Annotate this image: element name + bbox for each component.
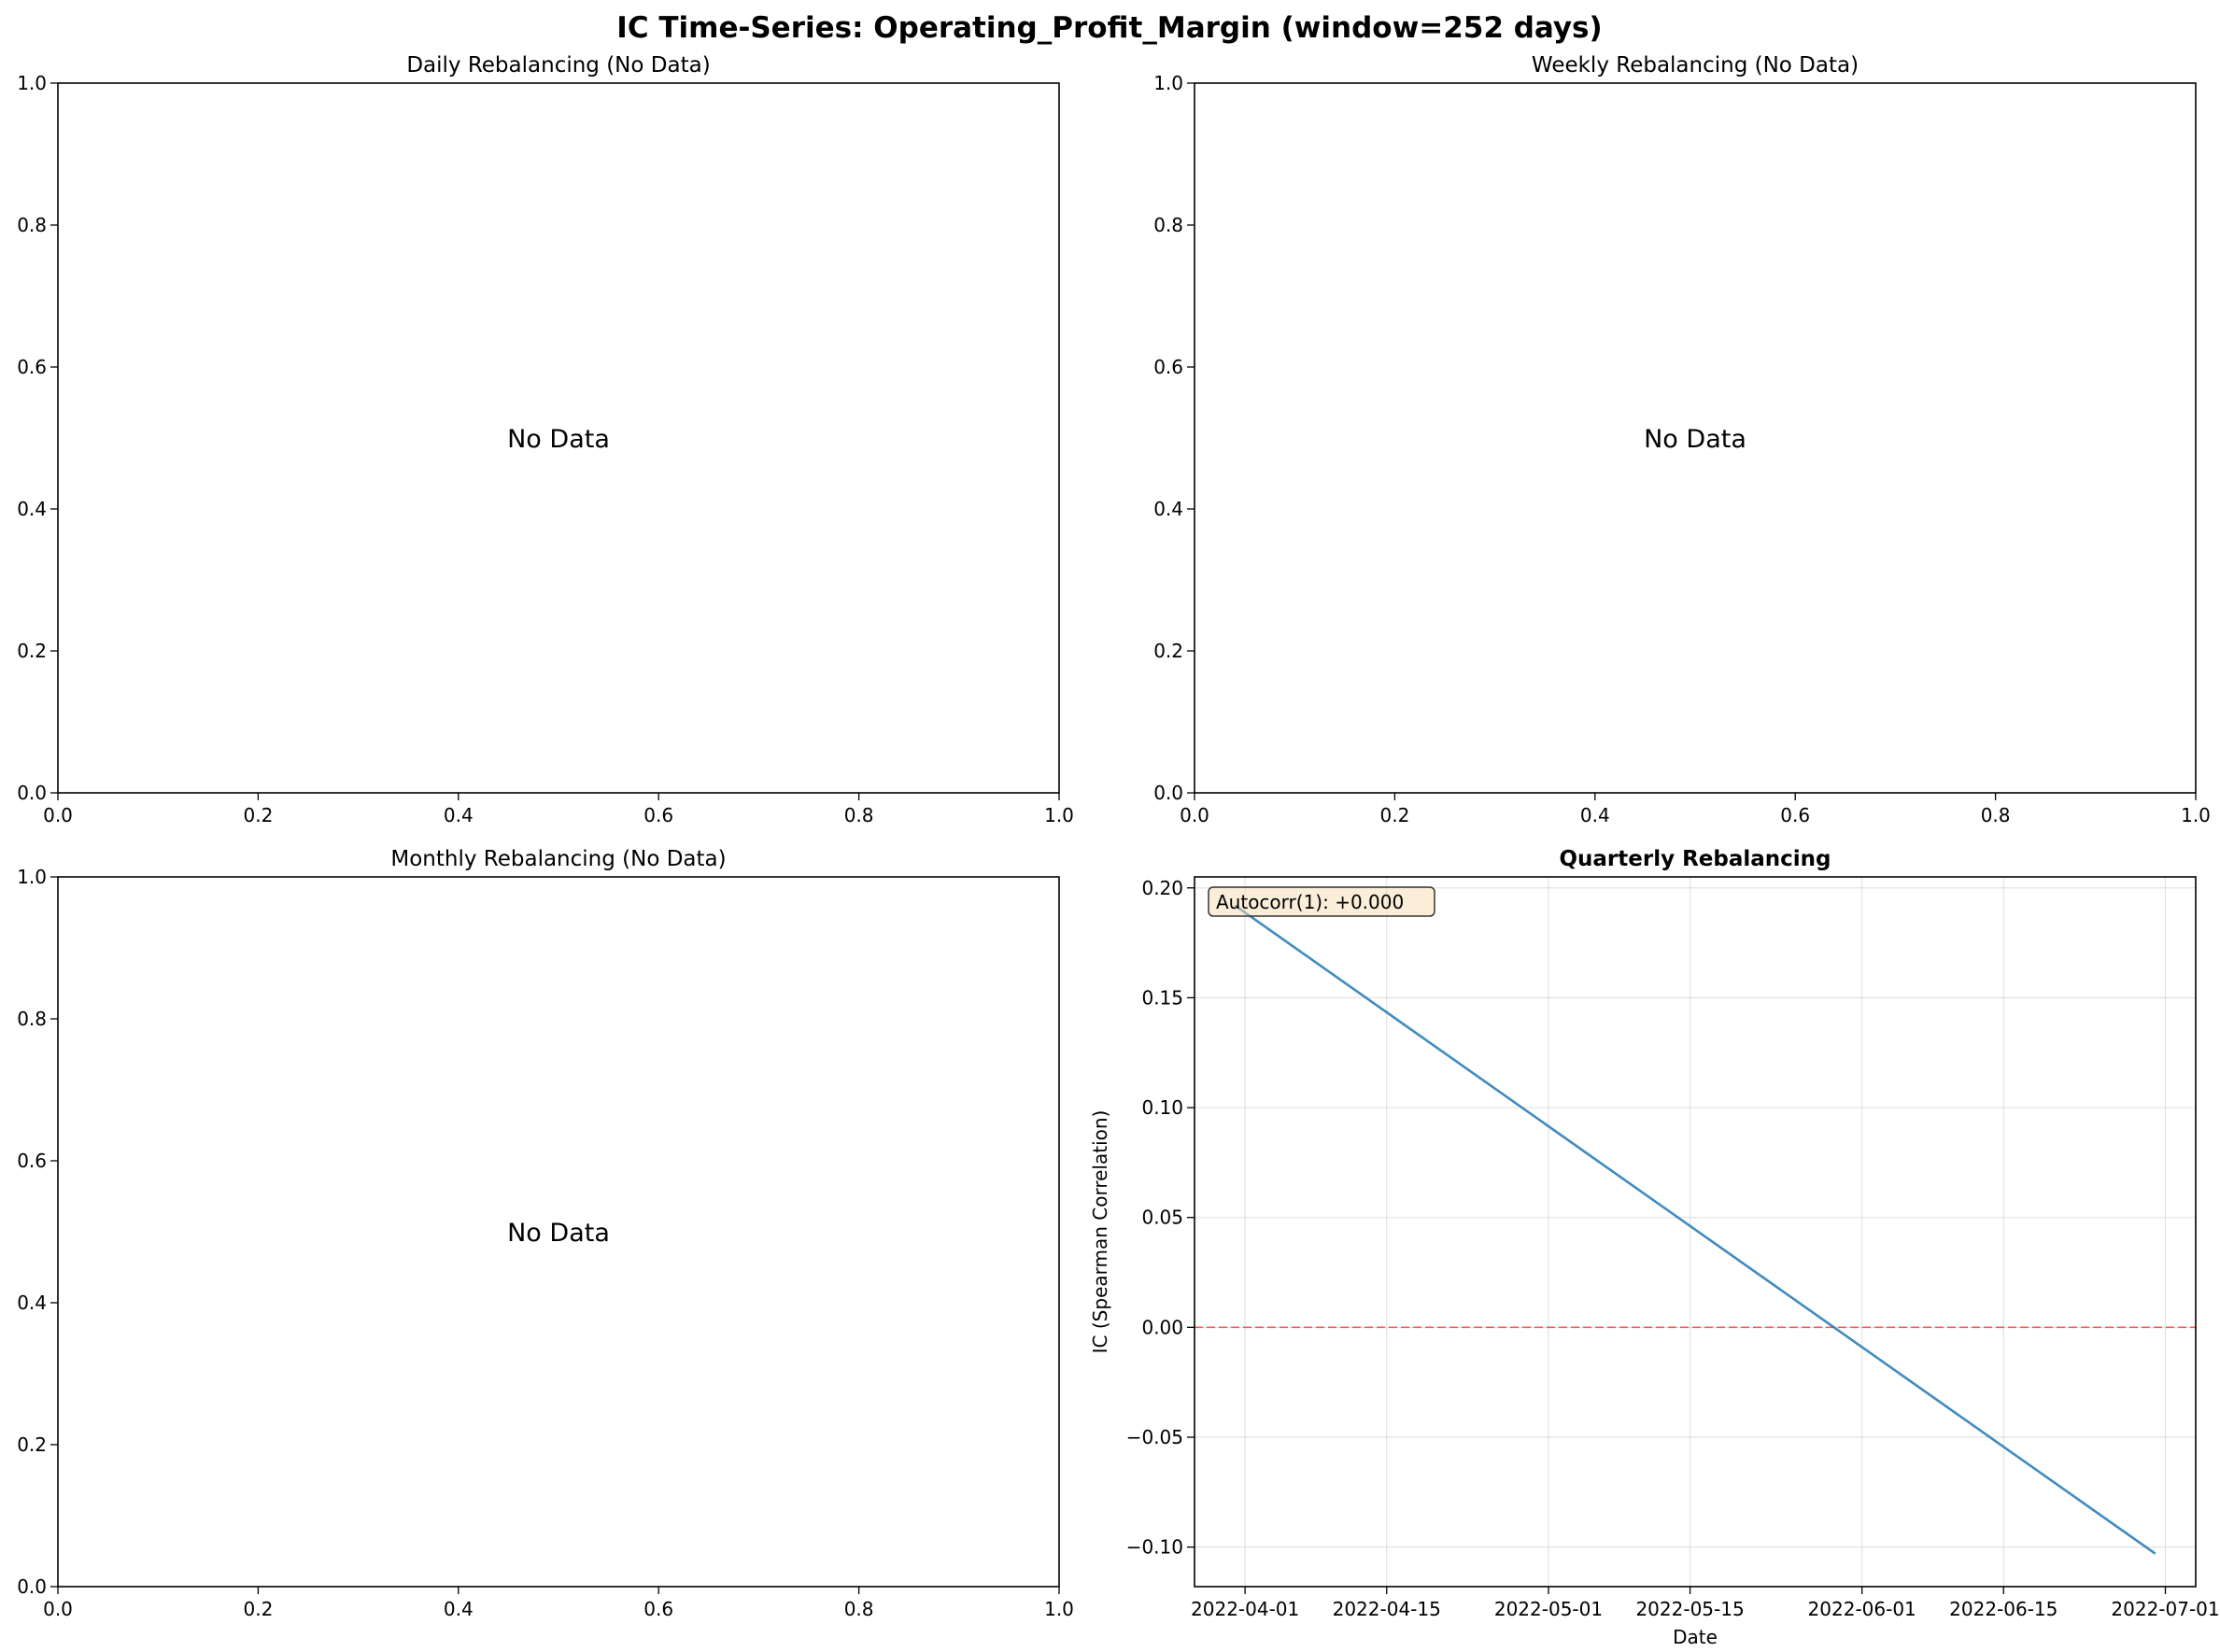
weekly-x-tick-label: 1.0 (2181, 804, 2211, 826)
weekly-x-tick-label: 0.2 (1379, 804, 1409, 826)
monthly-y-tick-label: 0.2 (17, 1433, 47, 1456)
quarterly-y-tick-label: 0.20 (1141, 877, 1183, 899)
daily-x-tick-label: 1.0 (1044, 804, 1074, 826)
daily-y-tick-label: 1.0 (17, 72, 47, 94)
daily-no-data-label: No Data (507, 425, 610, 454)
monthly-panel-title: Monthly Rebalancing (No Data) (390, 847, 726, 871)
weekly-y-tick-label: 0.4 (1153, 498, 1183, 520)
monthly-x-tick-label: 0.4 (444, 1598, 474, 1620)
quarterly-y-tick-label: 0.15 (1141, 986, 1183, 1009)
daily-x-tick-label: 0.0 (43, 804, 73, 826)
quarterly-y-tick-label: 0.00 (1141, 1316, 1183, 1338)
weekly-y-tick-label: 1.0 (1153, 72, 1183, 94)
quarterly-y-tick-label: 0.05 (1141, 1207, 1183, 1229)
quarterly-x-axis-label: Date (1673, 1626, 1718, 1648)
quarterly-x-tick-label: 2022-04-15 (1333, 1598, 1441, 1620)
monthly-no-data-label: No Data (507, 1219, 610, 1248)
daily-y-tick-label: 0.8 (17, 214, 47, 236)
autocorr-annotation: Autocorr(1): +0.000 (1216, 891, 1404, 913)
weekly-panel: Weekly Rebalancing (No Data) No Data 0.0… (1153, 53, 2211, 826)
weekly-x-tick-label: 0.8 (1981, 804, 2011, 826)
daily-y-tick-label: 0.2 (17, 640, 47, 662)
monthly-x-tick-label: 1.0 (1044, 1598, 1074, 1620)
quarterly-x-tick-label: 2022-06-15 (1949, 1598, 2057, 1620)
quarterly-x-tick-label: 2022-06-01 (1808, 1598, 1916, 1620)
quarterly-panel-title: Quarterly Rebalancing (1559, 847, 1831, 871)
weekly-y-tick-label: 0.8 (1153, 214, 1183, 236)
quarterly-x-tick-label: 2022-05-15 (1635, 1598, 1744, 1620)
quarterly-y-axis-label: IC (Spearman Correlation) (1089, 1110, 1111, 1354)
weekly-y-tick-label: 0.2 (1153, 640, 1183, 662)
monthly-y-tick-label: 0.4 (17, 1292, 47, 1314)
quarterly-ic-series-line (1234, 904, 2156, 1555)
weekly-x-tick-label: 0.0 (1180, 804, 1209, 826)
quarterly-plot-frame (1194, 876, 2197, 1588)
figure-title: IC Time-Series: Operating_Profit_Margin … (616, 11, 1602, 45)
quarterly-x-tick-label: 2022-07-01 (2111, 1598, 2219, 1620)
quarterly-x-tick-label: 2022-05-01 (1494, 1598, 1603, 1620)
monthly-y-tick-label: 1.0 (17, 866, 47, 888)
monthly-plot-frame (57, 876, 1060, 1588)
daily-x-tick-label: 0.6 (643, 804, 673, 826)
daily-plot-frame (57, 82, 1060, 794)
weekly-no-data-label: No Data (1644, 425, 1746, 454)
daily-x-tick-label: 0.8 (844, 804, 874, 826)
daily-y-tick-label: 0.0 (17, 782, 47, 804)
daily-y-tick-label: 0.6 (17, 356, 47, 378)
quarterly-x-tick-label: 2022-04-01 (1191, 1598, 1299, 1620)
daily-y-tick-label: 0.4 (17, 498, 47, 520)
monthly-y-tick-label: 0.0 (17, 1575, 47, 1598)
weekly-panel-title: Weekly Rebalancing (No Data) (1532, 53, 1859, 78)
weekly-y-tick-label: 0.0 (1153, 782, 1183, 804)
weekly-plot-frame (1194, 82, 2197, 794)
monthly-x-tick-label: 0.6 (643, 1598, 673, 1620)
monthly-y-tick-label: 0.8 (17, 1008, 47, 1030)
daily-x-tick-label: 0.2 (243, 804, 273, 826)
quarterly-y-tick-label: 0.10 (1141, 1096, 1183, 1119)
monthly-x-tick-label: 0.0 (43, 1598, 73, 1620)
monthly-x-tick-label: 0.8 (844, 1598, 874, 1620)
daily-x-tick-label: 0.4 (444, 804, 474, 826)
daily-panel-title: Daily Rebalancing (No Data) (406, 53, 710, 78)
monthly-panel: Monthly Rebalancing (No Data) No Data 0.… (17, 847, 1074, 1620)
monthly-x-tick-label: 0.2 (243, 1598, 273, 1620)
quarterly-y-tick-label: −0.10 (1126, 1536, 1183, 1559)
monthly-y-tick-label: 0.6 (17, 1150, 47, 1172)
weekly-x-tick-label: 0.6 (1780, 804, 1810, 826)
quarterly-panel: Quarterly Rebalancing 2022-04-01 2022-04-… (1089, 847, 2220, 1648)
autocorr-annotation-box (1208, 886, 1435, 917)
quarterly-y-tick-label: −0.05 (1126, 1426, 1183, 1448)
weekly-y-tick-label: 0.6 (1153, 356, 1183, 378)
daily-panel: Daily Rebalancing (No Data) No Data 0.0 0… (17, 53, 1074, 826)
weekly-x-tick-label: 0.4 (1580, 804, 1610, 826)
